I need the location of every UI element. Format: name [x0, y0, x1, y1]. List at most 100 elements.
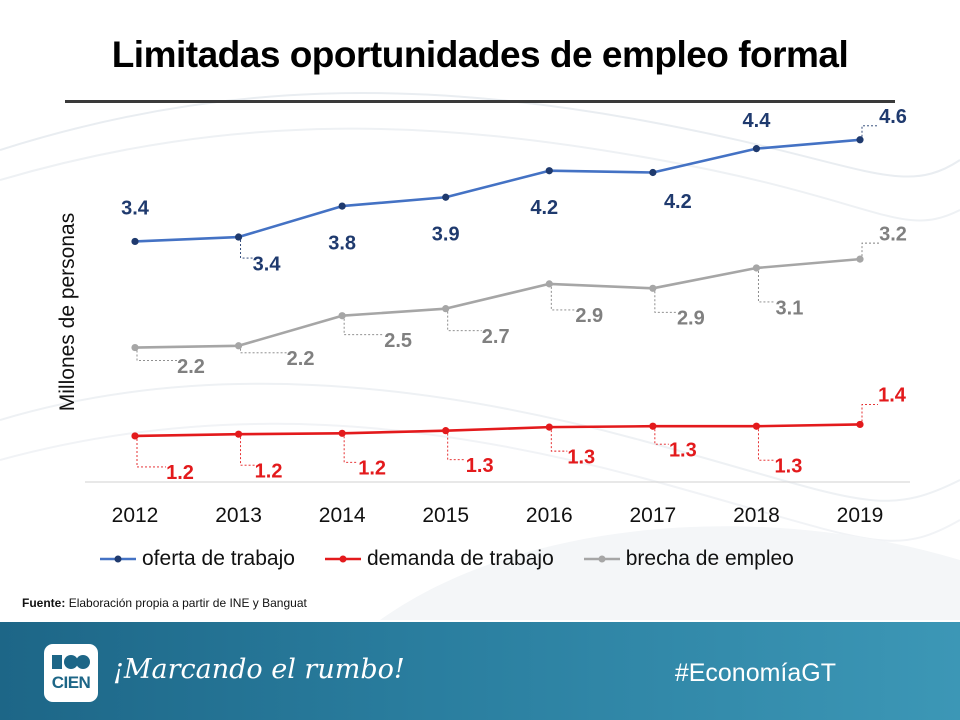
data-label: 2.9: [575, 305, 603, 327]
footer-hashtag: #EconomíaGT: [674, 659, 836, 687]
label-leader-line: [861, 125, 879, 137]
data-point: [649, 422, 657, 430]
x-tick-label: 2018: [733, 504, 780, 527]
data-label: 4.2: [530, 197, 558, 219]
label-leader-line: [861, 242, 879, 257]
data-label: 2.5: [384, 330, 412, 352]
data-label: 3.2: [879, 223, 907, 245]
data-label: 4.6: [879, 106, 907, 128]
data-point: [649, 168, 657, 177]
data-label: 1.3: [466, 455, 494, 477]
source-note: Fuente: Elaboración propia a partir de I…: [22, 596, 307, 610]
label-leader-line: [136, 438, 166, 468]
label-leader-line: [240, 437, 255, 466]
legend-item-demanda: demanda de trabajo: [324, 547, 554, 571]
data-point: [545, 167, 553, 175]
series-line-1: [134, 423, 861, 438]
label-leader-line: [343, 436, 359, 463]
legend-label-oferta: oferta de trabajo: [142, 547, 295, 570]
series-line-0: [134, 138, 861, 243]
data-label: 2.7: [482, 326, 510, 348]
data-label: 1.4: [878, 385, 907, 407]
data-label: 3.4: [121, 198, 150, 220]
legend-item-oferta: oferta de trabajo: [100, 547, 295, 571]
x-tick-label: 2014: [319, 504, 366, 527]
data-point: [442, 193, 450, 201]
label-leader-line: [447, 311, 482, 332]
label-leader-line: [654, 291, 677, 313]
title-divider: [65, 100, 895, 103]
label-leader-line: [757, 270, 776, 303]
data-point: [856, 420, 864, 429]
label-leader-line: [240, 240, 253, 259]
data-point: [752, 264, 761, 272]
data-point: [234, 233, 243, 241]
data-label: 1.2: [255, 460, 283, 482]
cien-logo: CIEN: [44, 644, 98, 702]
logo-mark-icon: [52, 655, 90, 669]
data-label: 1.3: [567, 446, 595, 468]
legend-label-brecha: brecha de empleo: [625, 547, 794, 570]
data-point: [131, 237, 139, 246]
data-point: [338, 202, 346, 210]
label-leader-line: [550, 430, 568, 452]
data-label: 2.9: [677, 308, 705, 330]
legend-marker-oferta: [100, 555, 136, 563]
data-label: 3.1: [776, 297, 804, 319]
label-leader-line: [550, 286, 576, 311]
label-leader-line: [240, 348, 287, 354]
data-point: [234, 430, 243, 438]
data-point: [752, 145, 761, 153]
data-point: [856, 136, 864, 144]
label-leader-line: [757, 429, 775, 461]
data-point: [442, 427, 450, 435]
source-text: Elaboración propia a partir de INE y Ban…: [68, 596, 307, 610]
legend-marker-demanda: [324, 555, 361, 563]
x-tick-label: 2016: [526, 504, 573, 527]
data-label: 2.2: [177, 356, 205, 378]
data-point: [131, 343, 139, 352]
label-leader-line: [136, 350, 177, 361]
legend-item-brecha: brecha de empleo: [583, 547, 794, 571]
data-point: [442, 305, 450, 313]
data-point: [338, 312, 346, 320]
data-label: 2.2: [287, 348, 315, 370]
x-tick-label: 2013: [215, 504, 262, 527]
data-label: 1.2: [358, 458, 386, 480]
label-leader-line: [654, 429, 669, 445]
x-tick-label: 2017: [629, 504, 676, 527]
data-point: [338, 429, 346, 437]
data-label: 3.9: [432, 224, 460, 246]
data-label: 3.4: [253, 253, 282, 275]
data-point: [752, 422, 761, 430]
label-leader-line: [343, 318, 385, 336]
footer-banner: [0, 622, 960, 720]
data-point: [131, 432, 139, 440]
data-point: [234, 342, 243, 350]
source-label: Fuente:: [22, 596, 66, 610]
data-label: 1.3: [775, 456, 803, 478]
data-label: 1.3: [669, 440, 697, 462]
x-tick-label: 2019: [837, 504, 884, 527]
data-point: [545, 280, 553, 288]
label-leader-line: [447, 433, 466, 461]
x-tick-label: 2015: [422, 504, 469, 527]
legend: oferta de trabajo demanda de trabajo bre…: [100, 545, 794, 573]
data-label: 3.8: [328, 232, 356, 254]
data-label: 4.2: [664, 191, 692, 213]
line-chart: 2012 2013 2014 2015 2016 2017 2018 2019 3.4 3.4 3.…: [85, 106, 910, 527]
footer-slogan: ¡Marcando el rumbo!: [113, 654, 405, 685]
data-point: [649, 284, 657, 292]
data-label: 1.2: [166, 462, 194, 484]
chart-title: Limitadas oportunidades de empleo formal: [111, 34, 849, 75]
legend-marker-brecha: [583, 555, 620, 563]
legend-label-demanda: demanda de trabajo: [366, 547, 554, 570]
series-line-2: [134, 257, 861, 349]
x-tick-label: 2012: [112, 504, 159, 527]
background-waves: [0, 91, 960, 620]
label-leader-line: [861, 404, 878, 422]
data-point: [856, 255, 864, 263]
data-label: 4.4: [743, 110, 772, 132]
data-point: [545, 423, 553, 431]
